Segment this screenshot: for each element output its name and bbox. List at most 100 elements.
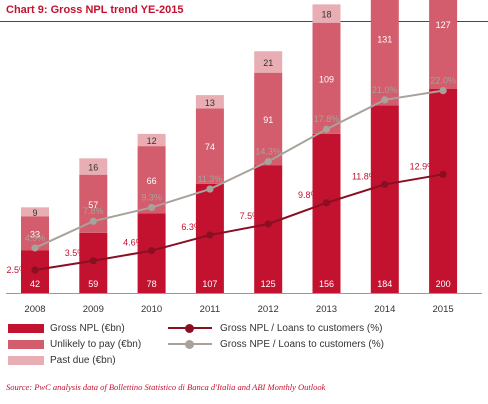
data-label-npl-ratio-2013: 9.8% [298, 190, 319, 200]
data-label-npe-ratio-2010: 9.3% [141, 192, 162, 202]
bar-label-gross-npl-2013: 156 [319, 279, 334, 289]
bar-label-gross-npl-2011: 107 [202, 279, 217, 289]
bar-label-past-due-2011: 13 [205, 98, 215, 108]
bar-label-gross-npl-2009: 59 [88, 279, 98, 289]
bar-label-gross-npl-2012: 125 [261, 279, 276, 289]
bar-gross-npl-2012 [254, 165, 283, 293]
chart-area: 42 33 9 59 57 16 78 66 12 107 74 13 125 91 21 156 109 18 1… [6, 0, 482, 315]
bar-unlikely-to-pay-2012 [254, 72, 283, 166]
point-npe-ratio-2010 [148, 203, 156, 212]
legend-label-npl-ratio: Gross NPL / Loans to customers (%) [220, 322, 383, 334]
line-npl-ratio [34, 173, 444, 271]
x-tick-label-2013: 2013 [316, 304, 337, 315]
data-label-npe-ratio-2015: 22.0% [430, 76, 456, 86]
bar-label-unlikely-to-pay-2008: 33 [30, 229, 40, 239]
point-npe-ratio-2011 [206, 185, 214, 193]
legend-item-unlikely-to-pay: Unlikely to pay (€bn) [8, 336, 141, 352]
point-npe-ratio-2009 [89, 217, 97, 225]
point-npl-ratio-2011 [206, 231, 214, 239]
bar-label-unlikely-to-pay-2015: 127 [436, 20, 451, 30]
legend-item-npl-ratio: Gross NPL / Loans to customers (%) [168, 320, 384, 336]
legend-item-gross-npl: Gross NPL (€bn) [8, 320, 141, 336]
source-note: Source: PwC analysis data of Bollettino … [6, 382, 326, 392]
bar-past-due-2012 [254, 51, 283, 73]
bar-label-past-due-2013: 18 [321, 10, 331, 20]
bar-label-unlikely-to-pay-2009: 57 [88, 200, 98, 210]
legend-label-npe-ratio: Gross NPE / Loans to customers (%) [220, 338, 384, 350]
bar-past-due-2010 [137, 133, 166, 147]
bar-past-due-2013 [312, 4, 341, 23]
title-rule [0, 21, 488, 22]
bar-past-due-2011 [195, 95, 224, 109]
bar-unlikely-to-pay-2014 [370, 0, 399, 106]
legend-swatch-unlikely-to-pay [8, 339, 44, 349]
bar-label-unlikely-to-pay-2010: 66 [147, 176, 157, 186]
x-tick-label-2011: 2011 [200, 304, 220, 315]
bar-label-unlikely-to-pay-2013: 109 [319, 74, 334, 84]
bar-gross-npl-2015 [429, 89, 458, 293]
data-label-npe-ratio-2014: 21.0% [372, 85, 398, 95]
point-npe-ratio-2015 [439, 87, 447, 95]
chart-title: Chart 9: Gross NPL trend YE-2015 [6, 4, 184, 16]
legend-swatch-gross-npl [8, 323, 44, 333]
data-label-npl-ratio-2011: 6.3% [181, 222, 202, 232]
point-npl-ratio-2009 [89, 257, 97, 265]
bar-label-past-due-2010: 12 [147, 136, 157, 146]
data-label-npl-ratio-2010: 4.6% [123, 238, 144, 248]
data-label-npe-ratio-2008: 4.9% [25, 233, 46, 243]
bar-past-due-2009 [79, 158, 108, 175]
legend-label-unlikely-to-pay: Unlikely to pay (€bn) [50, 338, 142, 350]
data-label-npe-ratio-2013: 17.8% [314, 114, 340, 124]
bar-label-gross-npl-2015: 200 [436, 279, 451, 289]
point-npl-ratio-2012 [264, 220, 272, 228]
data-label-npe-ratio-2011: 11.3% [197, 174, 222, 184]
bar-unlikely-to-pay-2011 [195, 108, 224, 184]
line-npe-ratio [34, 89, 444, 249]
bar-label-past-due-2008: 9 [32, 208, 37, 218]
legend-item-past-due: Past due (€bn) [8, 352, 141, 368]
bar-label-unlikely-to-pay-2014: 131 [377, 35, 392, 45]
legend-swatch-past-due [8, 355, 44, 365]
legend-item-npe-ratio: Gross NPE / Loans to customers (%) [168, 336, 384, 352]
bar-label-unlikely-to-pay-2011: 74 [205, 142, 215, 152]
point-npl-ratio-2015 [439, 170, 447, 178]
point-npl-ratio-2010 [148, 247, 156, 255]
legend-lines: Gross NPL / Loans to customers (%) Gross… [168, 320, 384, 352]
data-label-npl-ratio-2015: 12.9% [410, 161, 436, 171]
x-tick-label-2009: 2009 [83, 304, 104, 315]
point-npe-ratio-2014 [381, 96, 389, 104]
bar-past-due-2008 [21, 207, 49, 217]
data-label-npe-ratio-2009: 7.8% [83, 206, 104, 216]
point-npl-ratio-2013 [322, 199, 331, 207]
point-npe-ratio-2008 [31, 244, 39, 252]
bar-unlikely-to-pay-2015 [429, 0, 458, 89]
bar-label-past-due-2009: 16 [88, 163, 98, 173]
bar-label-unlikely-to-pay-2012: 91 [263, 115, 273, 125]
bar-unlikely-to-pay-2010 [137, 146, 166, 214]
bar-gross-npl-2013 [312, 133, 341, 293]
data-label-npl-ratio-2014: 11.8% [352, 171, 377, 181]
point-npl-ratio-2008 [31, 266, 39, 274]
data-label-npe-ratio-2012: 14.3% [255, 146, 281, 156]
legend-bars: Gross NPL (€bn) Unlikely to pay (€bn) Pa… [8, 320, 141, 368]
point-npe-ratio-2013 [322, 125, 331, 133]
x-tick-label-2012: 2012 [258, 304, 279, 315]
point-npl-ratio-2014 [381, 180, 389, 189]
point-npe-ratio-2012 [264, 157, 272, 166]
legend-label-past-due: Past due (€bn) [50, 354, 116, 366]
x-tick-label-2014: 2014 [374, 304, 395, 315]
bar-unlikely-to-pay-2013 [312, 22, 341, 134]
legend-key-npe-ratio [168, 339, 212, 349]
bar-gross-npl-2014 [370, 105, 399, 293]
bar-label-gross-npl-2008: 42 [30, 279, 40, 289]
bar-label-gross-npl-2010: 78 [147, 279, 157, 289]
data-label-npl-ratio-2012: 7.5% [240, 211, 261, 221]
data-label-npl-ratio-2009: 3.5% [65, 248, 86, 258]
bar-label-gross-npl-2014: 184 [377, 279, 392, 289]
x-tick-label-2010: 2010 [141, 304, 162, 315]
legend-label-gross-npl: Gross NPL (€bn) [50, 322, 125, 334]
x-tick-label-2008: 2008 [24, 304, 45, 315]
legend-key-npl-ratio [168, 323, 212, 333]
bar-label-past-due-2012: 21 [263, 58, 273, 68]
x-tick-label-2015: 2015 [433, 304, 454, 315]
